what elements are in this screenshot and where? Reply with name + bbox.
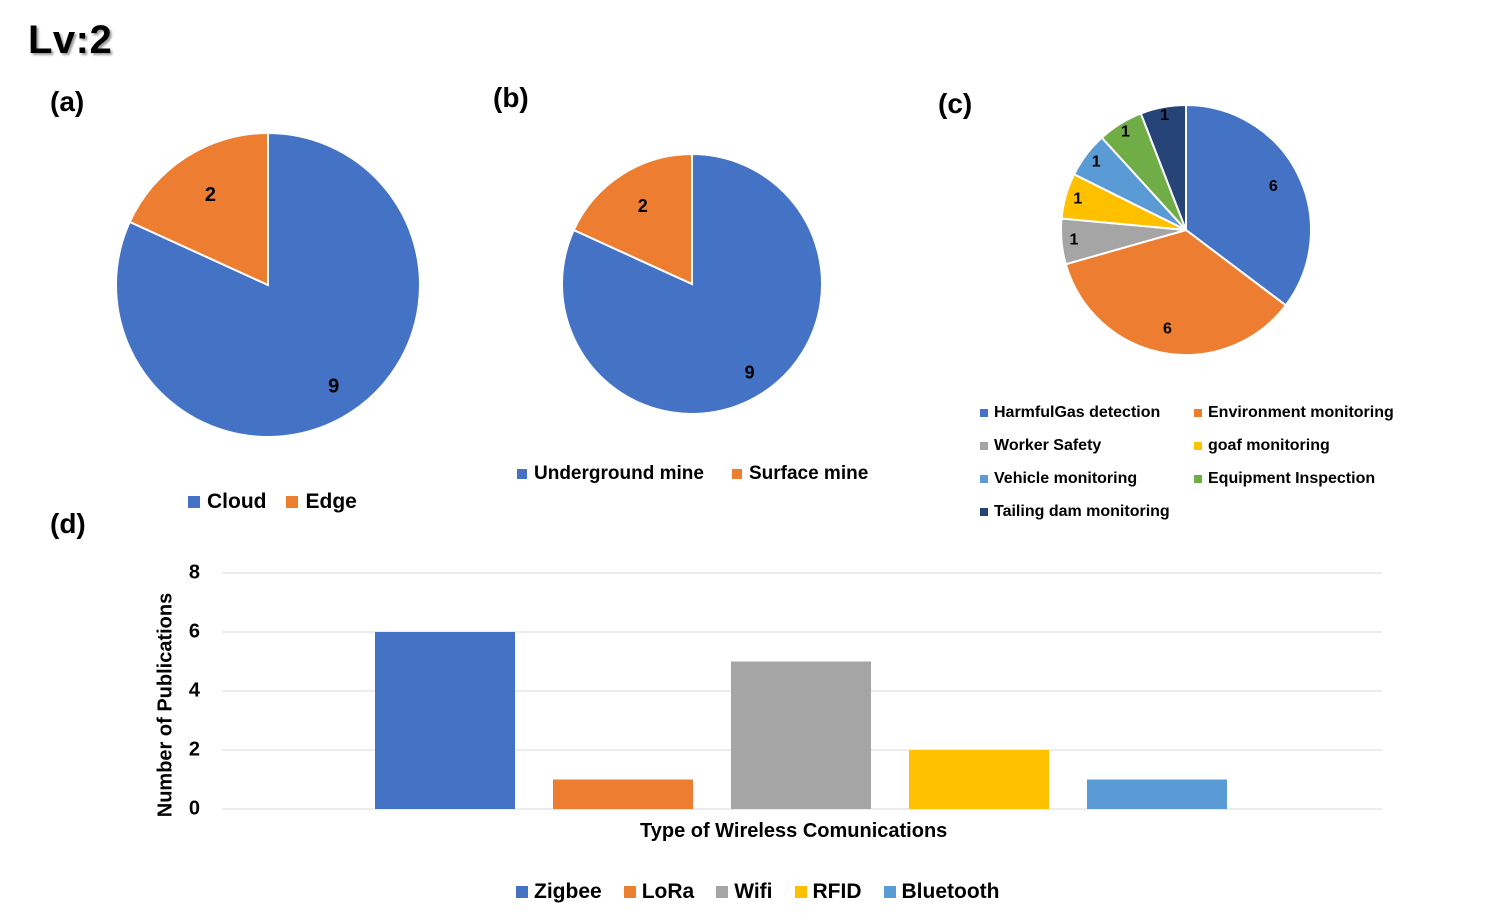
- panel-d-label: (d): [50, 508, 86, 539]
- legend-label: goaf monitoring: [1208, 437, 1330, 454]
- legend-swatch: [980, 475, 988, 483]
- bar-zigbee: [375, 632, 515, 809]
- legend-swatch-underground: [517, 469, 527, 479]
- legend-swatch: [980, 508, 988, 516]
- pie-c-slice-harmfulgas-detection: [1185, 103, 1312, 307]
- x-axis-label: Type of Wireless Comunications: [640, 820, 948, 842]
- legend-c-tailing-dam: Tailing dam monitoring: [980, 503, 1170, 521]
- legend-a-cloud: Cloud: [188, 490, 266, 514]
- pie-a-data-label: 2: [205, 184, 216, 206]
- legend-label: Surface mine: [748, 463, 869, 484]
- pie-b-data-label: 2: [638, 196, 648, 216]
- pie-a-data-label: 9: [328, 376, 339, 398]
- pie-a-slice-edge: [128, 131, 269, 287]
- legend-a-edge: Edge: [286, 490, 357, 514]
- legend-label: RFID: [812, 880, 862, 903]
- legend-swatch: [516, 886, 528, 898]
- pie-c-data-label: 6: [1269, 178, 1278, 195]
- legend-d-lora: LoRa: [623, 880, 695, 904]
- pie-c-data-label: 1: [1073, 190, 1082, 207]
- legend-swatch-surface: [731, 469, 742, 479]
- legend-d-rfid: RFID: [794, 880, 862, 904]
- legend-label: Wifi: [734, 880, 773, 903]
- legend-label: Underground mine: [534, 463, 704, 484]
- legend-swatch: [623, 886, 636, 898]
- legend-swatch: [1194, 409, 1202, 417]
- legend-swatch: [980, 442, 988, 450]
- bar-rfid: [909, 750, 1049, 809]
- bar-bluetooth: [1087, 779, 1227, 809]
- y-tick-label: 4: [189, 679, 201, 701]
- legend-c-goaf: goaf monitoring: [1194, 437, 1330, 455]
- legend-label: Bluetooth: [901, 880, 1000, 903]
- legend-label: Edge: [305, 490, 357, 513]
- legend-label: Tailing dam monitoring: [994, 503, 1170, 520]
- pie-c-slice-environment-monitoring: [1064, 228, 1288, 356]
- panel-c-label: (c): [938, 88, 973, 119]
- panel-a-label: (a): [50, 86, 85, 117]
- panel-b-label: (b): [493, 82, 529, 113]
- pie-c-data-label: 1: [1160, 107, 1169, 124]
- y-tick-label: 6: [189, 620, 200, 642]
- legend-swatch: [1194, 475, 1202, 483]
- legend-swatch-edge: [286, 496, 299, 508]
- legend-c-worker-safety: Worker Safety: [980, 437, 1101, 455]
- page-title: Lv:2: [28, 18, 113, 62]
- legend-label: Equipment Inspection: [1208, 470, 1376, 487]
- y-axis-label: Number of Publications: [154, 592, 177, 818]
- legend-b-underground: Underground mine: [517, 463, 704, 485]
- legend-label: Vehicle monitoring: [994, 470, 1138, 487]
- legend-swatch: [716, 886, 729, 898]
- y-tick-label: 8: [189, 561, 200, 583]
- legend-label: HarmfulGas detection: [994, 404, 1161, 421]
- pie-b-data-label: 9: [745, 362, 755, 382]
- pie-c-slice-tailing-dam-monitoring: [1139, 103, 1187, 231]
- bar-lora: [553, 779, 693, 809]
- legend-b: Underground mine Surface mine: [517, 463, 868, 485]
- pie-c-data-label: 1: [1121, 123, 1130, 140]
- legend-swatch: [794, 886, 807, 898]
- legend-c-environment: Environment monitoring: [1194, 404, 1394, 422]
- legend-c-vehicle: Vehicle monitoring: [980, 470, 1137, 488]
- legend-label: Zigbee: [534, 880, 602, 903]
- legend-d: Zigbee LoRa Wifi RFID Bluetooth: [516, 880, 999, 904]
- legend-swatch: [1194, 442, 1202, 450]
- legend-c-equipment: Equipment Inspection: [1194, 470, 1375, 488]
- legend-b-surface: Surface mine: [731, 463, 869, 485]
- legend-label: LoRa: [641, 880, 695, 903]
- y-tick-label: 0: [189, 797, 200, 819]
- pie-c-data-label: 1: [1092, 153, 1101, 170]
- pie-c-data-label: 6: [1163, 321, 1172, 338]
- legend-label: Cloud: [207, 490, 267, 513]
- legend-swatch: [883, 886, 896, 898]
- legend-swatch: [980, 409, 988, 417]
- legend-swatch-cloud: [188, 496, 200, 508]
- pie-b-slice-underground-mine: [561, 152, 823, 415]
- legend-label: Worker Safety: [994, 437, 1102, 454]
- legend-d-zigbee: Zigbee: [516, 880, 602, 904]
- legend-label: Environment monitoring: [1208, 404, 1394, 421]
- legend-a: Cloud Edge: [188, 490, 357, 514]
- bar-wifi: [731, 661, 871, 809]
- pie-c-data-label: 1: [1070, 232, 1079, 249]
- legend-c-harmfulgas: HarmfulGas detection: [980, 404, 1160, 422]
- pie-b-slice-surface-mine: [572, 152, 693, 286]
- legend-d-wifi: Wifi: [716, 880, 773, 904]
- legend-d-bluetooth: Bluetooth: [883, 880, 1000, 904]
- y-tick-label: 2: [189, 738, 200, 760]
